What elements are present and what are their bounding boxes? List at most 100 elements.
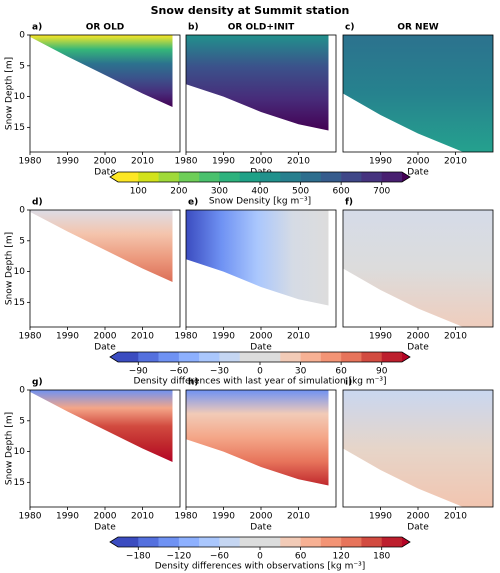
x-tick-label: 2010 (444, 512, 467, 522)
colorbar-band (300, 352, 322, 362)
colorbar-band (381, 172, 403, 182)
colorbar-label: Density differences with last year of si… (133, 377, 386, 387)
x-axis-label: Date (94, 168, 116, 178)
x-tick-label: 1980 (175, 332, 198, 342)
colorbar-band (178, 172, 200, 182)
x-tick-label: 1990 (212, 332, 235, 342)
colorbar-tick-label: −30 (210, 367, 229, 377)
x-axis-label: Date (407, 523, 429, 533)
colorbar-band (260, 352, 281, 362)
density-field (30, 35, 173, 108)
colorbar-tick-label: 300 (211, 187, 228, 197)
colorbar-band (300, 537, 322, 547)
colorbar-band (199, 352, 220, 362)
colorbar-tick-label: 30 (295, 367, 307, 377)
x-tick-label: 2000 (94, 512, 117, 522)
density-field (343, 35, 493, 152)
colorbar-band (260, 537, 281, 547)
y-tick-label: 0 (19, 31, 25, 41)
colorbar-tick-label: 400 (251, 187, 268, 197)
x-tick-label: 1990 (212, 512, 235, 522)
x-tick-label: 2010 (287, 157, 310, 167)
colorbar-band (118, 172, 139, 182)
y-tick-label: 0 (19, 206, 25, 216)
x-tick-label: 2010 (131, 332, 154, 342)
x-tick-label: 1990 (56, 512, 79, 522)
x-tick-label: 1990 (369, 332, 392, 342)
figure-title: Snow density at Summit station (151, 4, 350, 17)
colorbar-tick-label: 600 (333, 187, 350, 197)
colorbar-band (138, 352, 159, 362)
x-tick-label: 2010 (131, 512, 154, 522)
colorbar-band (118, 537, 139, 547)
x-tick-label: 2000 (407, 332, 430, 342)
colorbar-band (341, 172, 362, 182)
colorbar-band (239, 172, 261, 182)
density-field (186, 35, 329, 131)
colorbar-extend (402, 352, 410, 362)
colorbar-extend (402, 537, 410, 547)
density-field (30, 210, 173, 283)
colorbar-band (341, 537, 362, 547)
x-tick-label: 2010 (287, 512, 310, 522)
x-tick-label: 1990 (369, 512, 392, 522)
colorbar-band (361, 537, 383, 547)
x-tick-label: 1990 (212, 157, 235, 167)
colorbar-band (158, 352, 180, 362)
colorbar-label: Snow Density [kg m⁻³] (209, 197, 311, 207)
x-axis-label: Date (94, 523, 116, 533)
density-field (186, 390, 329, 486)
x-tick-label: 2000 (250, 332, 273, 342)
x-tick-label: 2000 (250, 512, 273, 522)
x-tick-label: 1980 (19, 157, 42, 167)
x-axis-label: Date (407, 168, 429, 178)
density-field (343, 390, 493, 507)
colorbar-tick-label: 0 (257, 367, 263, 377)
x-tick-label: 2000 (407, 157, 430, 167)
colorbar-extend (402, 172, 410, 182)
density-field (186, 210, 329, 306)
colorbar-band (158, 172, 180, 182)
y-tick-label: 5 (19, 236, 25, 246)
y-axis-label: Snow Depth [m] (5, 412, 15, 485)
panel-label: d) (32, 198, 43, 208)
x-tick-label: 2000 (94, 332, 117, 342)
y-tick-label: 5 (19, 416, 25, 426)
colorbar-band (138, 172, 159, 182)
colorbar-band (320, 352, 342, 362)
colorbar-tick-label: −60 (169, 367, 188, 377)
colorbar-tick-label: 700 (373, 187, 390, 197)
x-tick-label: 1980 (175, 157, 198, 167)
panel-label: f) (345, 198, 353, 208)
colorbar-tick-label: 0 (257, 552, 263, 562)
x-axis-label: Date (250, 523, 272, 533)
colorbar-band (219, 537, 241, 547)
panel-title: OR OLD+INIT (228, 23, 295, 33)
colorbar-band (381, 352, 403, 362)
colorbar-band (178, 352, 200, 362)
colorbar-frame (109, 351, 411, 363)
colorbar-label: Density differences with observations [k… (155, 562, 365, 572)
x-axis-label: Date (407, 343, 429, 353)
panel-label: h) (188, 378, 199, 388)
y-tick-label: 0 (19, 386, 25, 396)
colorbar-tick-label: −60 (210, 552, 229, 562)
y-tick-label: 15 (14, 478, 25, 488)
colorbar-tick-label: 500 (292, 187, 309, 197)
panel-label: g) (32, 378, 43, 388)
panel-label: c) (345, 23, 354, 33)
x-tick-label: 2010 (287, 332, 310, 342)
colorbar-tick-label: −180 (126, 552, 151, 562)
x-axis-label: Date (94, 343, 116, 353)
x-tick-label: 2010 (131, 157, 154, 167)
colorbar-tick-label: 180 (373, 552, 390, 562)
colorbar-tick-label: 60 (295, 552, 307, 562)
colorbar-tick-label: −90 (129, 367, 148, 377)
density-field (343, 210, 493, 327)
colorbar-band (361, 172, 383, 182)
x-tick-label: 1980 (175, 512, 198, 522)
colorbar-band (260, 172, 281, 182)
colorbar-band (320, 172, 342, 182)
colorbar-frame (109, 171, 411, 183)
